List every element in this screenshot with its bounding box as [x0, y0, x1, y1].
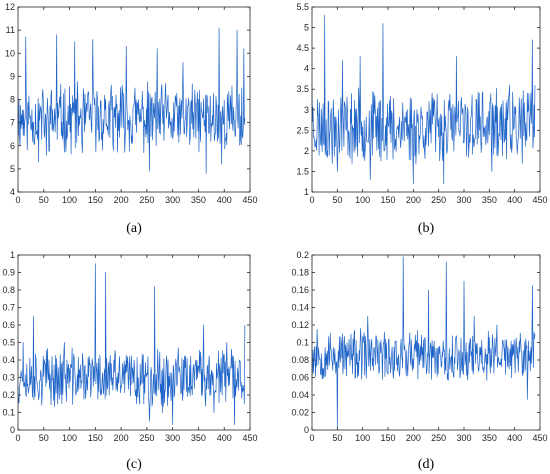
y-tick-label: 0.12: [291, 320, 309, 330]
y-tick-label: 0.2: [296, 250, 309, 260]
x-tick-label: 300: [165, 195, 180, 205]
axes-box: [17, 6, 251, 193]
y-tick-label: 3: [304, 105, 309, 115]
y-tick-label: 0.8: [2, 285, 15, 295]
panel-d: 0 50 100 150 200 250 300 350 400 450 0 0.02 0.04 0.06…: [291, 250, 547, 472]
x-tick-label: 200: [406, 433, 421, 443]
x-tick-label: 400: [217, 433, 232, 443]
y-tick-label: 12: [5, 2, 15, 12]
x-tick-label: 350: [191, 433, 206, 443]
panel-caption: (a): [126, 221, 142, 236]
x-tick-label: 150: [380, 433, 395, 443]
x-tick-label: 250: [431, 195, 446, 205]
x-tick-label: 100: [62, 195, 77, 205]
x-tick-label: 450: [532, 433, 547, 443]
x-tick-label: 100: [355, 195, 370, 205]
x-tick-label: 200: [406, 195, 421, 205]
y-tick-label: 0.6: [2, 320, 15, 330]
y-tick-label: 3.5: [296, 84, 309, 94]
x-tick-label: 350: [482, 195, 497, 205]
y-tick-label: 0.4: [2, 355, 15, 365]
y-tick-label: 1: [10, 250, 15, 260]
y-tick-label: 0: [304, 425, 309, 435]
x-tick-label: 300: [456, 195, 471, 205]
y-tick-label: 0.08: [291, 355, 309, 365]
x-tick-label: 450: [532, 195, 547, 205]
x-tick-label: 250: [139, 195, 154, 205]
y-tick-label: 2.5: [296, 125, 309, 135]
axes-box: [17, 254, 251, 431]
series-line: [17, 263, 246, 426]
series-line: [311, 14, 536, 185]
x-tick-label: 0: [309, 195, 314, 205]
x-tick-label: 350: [482, 433, 497, 443]
x-tick-label: 400: [217, 195, 232, 205]
x-tick-label: 300: [456, 433, 471, 443]
y-tick-label: 5: [10, 164, 15, 174]
x-tick-label: 0: [15, 195, 20, 205]
y-tick-label: 5.5: [296, 2, 309, 12]
y-tick-label: 0.02: [291, 408, 309, 418]
y-tick-label: 10: [5, 48, 15, 58]
axes-box: [311, 254, 541, 431]
y-tick-label: 0: [10, 425, 15, 435]
x-tick-label: 350: [191, 195, 206, 205]
panel-a: 0 50 100 150 200 250 300 350 400 450 4 5 6 7 8 9 10 11 12 (…: [5, 2, 258, 236]
panel-caption: (c): [126, 457, 142, 472]
x-tick-label: 150: [88, 195, 103, 205]
series-line: [17, 27, 246, 174]
y-tick-label: 0.04: [291, 390, 309, 400]
y-tick-label: 4: [10, 187, 15, 197]
y-tick-label: 0.06: [291, 373, 309, 383]
y-tick-label: 0.2: [2, 390, 15, 400]
y-tick-label: 4.5: [296, 43, 309, 53]
y-tick-label: 11: [6, 25, 15, 35]
axes-box: [311, 6, 541, 193]
y-tick-label: 9: [10, 71, 15, 81]
y-tick-label: 0.18: [291, 268, 309, 278]
y-tick-label: 0.7: [2, 303, 15, 313]
x-tick-label: 150: [88, 433, 103, 443]
x-tick-label: 50: [39, 433, 49, 443]
y-tick-label: 0.9: [2, 268, 15, 278]
y-tick-label: 0.1: [296, 338, 309, 348]
y-tick-label: 4: [304, 64, 309, 74]
x-tick-label: 150: [380, 195, 395, 205]
x-tick-label: 0: [15, 433, 20, 443]
y-tick-label: 0.1: [2, 408, 15, 418]
y-tick-label: 0.14: [291, 303, 309, 313]
x-tick-label: 250: [139, 433, 154, 443]
x-tick-label: 450: [242, 433, 257, 443]
y-tick-label: 0.5: [2, 338, 15, 348]
y-tick-label: 7: [10, 118, 15, 128]
x-tick-label: 450: [242, 195, 257, 205]
x-tick-label: 0: [309, 433, 314, 443]
y-tick-label: 5: [304, 23, 309, 33]
x-tick-label: 200: [114, 433, 129, 443]
x-tick-label: 200: [114, 195, 129, 205]
y-tick-label: 1.5: [296, 166, 309, 176]
panel-b: 0 50 100 150 200 250 300 350 400 450 1 1.5 2 2.5 3 3.5 4…: [296, 2, 547, 236]
panel-caption: (d): [418, 457, 435, 472]
y-tick-label: 0.16: [291, 285, 309, 295]
x-tick-label: 50: [332, 433, 342, 443]
series-line: [311, 256, 536, 429]
y-tick-label: 2: [304, 146, 309, 156]
x-tick-label: 400: [507, 433, 522, 443]
x-tick-label: 300: [165, 433, 180, 443]
x-tick-label: 100: [62, 433, 77, 443]
y-tick-label: 8: [10, 95, 15, 105]
x-tick-label: 50: [39, 195, 49, 205]
y-tick-label: 6: [10, 141, 15, 151]
y-tick-label: 0.3: [2, 373, 15, 383]
panel-caption: (b): [418, 221, 435, 236]
y-tick-label: 1: [304, 187, 309, 197]
x-tick-label: 100: [355, 433, 370, 443]
x-tick-label: 50: [332, 195, 342, 205]
x-tick-label: 400: [507, 195, 522, 205]
x-tick-label: 250: [431, 433, 446, 443]
panel-c: 0 50 100 150 200 250 300 350 400 450 0 0.1 0.2 0.3 0.4…: [2, 250, 257, 472]
